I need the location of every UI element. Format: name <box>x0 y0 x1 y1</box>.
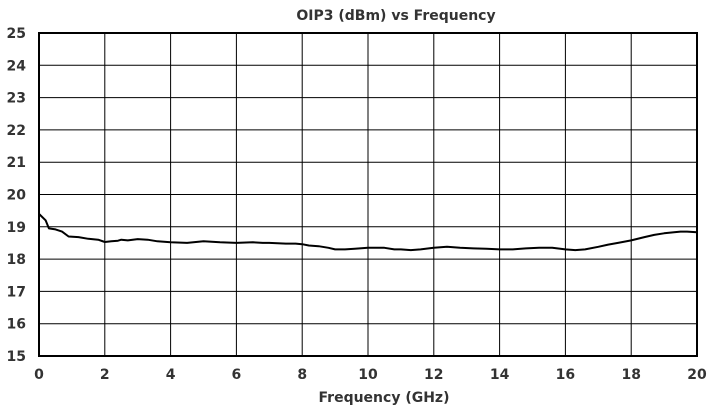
y-tick-label: 23 <box>7 91 26 107</box>
series-layer <box>38 213 698 252</box>
y-tick-label: 18 <box>7 252 26 268</box>
x-tick-label: 14 <box>490 367 510 383</box>
plot-frame <box>38 32 698 357</box>
y-tick-label: 19 <box>7 220 26 236</box>
x-axis-label: Frequency (GHz) <box>319 390 450 406</box>
y-tick-label: 17 <box>7 284 26 300</box>
x-tick-label: 8 <box>297 367 307 383</box>
x-tick-label: 6 <box>232 367 242 383</box>
x-tick-label: 12 <box>424 367 443 383</box>
x-tick-label: 20 <box>687 367 707 383</box>
y-tick-label: 25 <box>7 26 26 42</box>
y-tick-label: 22 <box>7 123 26 139</box>
y-tick-labels: 15 16 17 18 19 20 21 22 23 24 25 <box>7 26 27 365</box>
y-tick-label: 21 <box>7 155 26 171</box>
chart-title: OIP3 (dBm) vs Frequency <box>296 8 495 24</box>
x-tick-label: 16 <box>556 367 575 383</box>
y-tick-label: 20 <box>7 188 27 204</box>
x-tick-labels: 0 2 4 6 8 10 12 14 16 18 20 <box>34 367 707 383</box>
x-tick-label: 10 <box>358 367 378 383</box>
y-tick-label: 24 <box>7 58 27 74</box>
y-tick-label: 15 <box>7 349 26 365</box>
grid-layer <box>39 33 697 356</box>
x-tick-label: 18 <box>621 367 640 383</box>
x-tick-label: 4 <box>166 367 176 383</box>
x-tick-label: 2 <box>100 367 110 383</box>
x-tick-label: 0 <box>34 367 44 383</box>
series-line-0 <box>38 213 698 252</box>
y-tick-label: 16 <box>7 317 26 333</box>
